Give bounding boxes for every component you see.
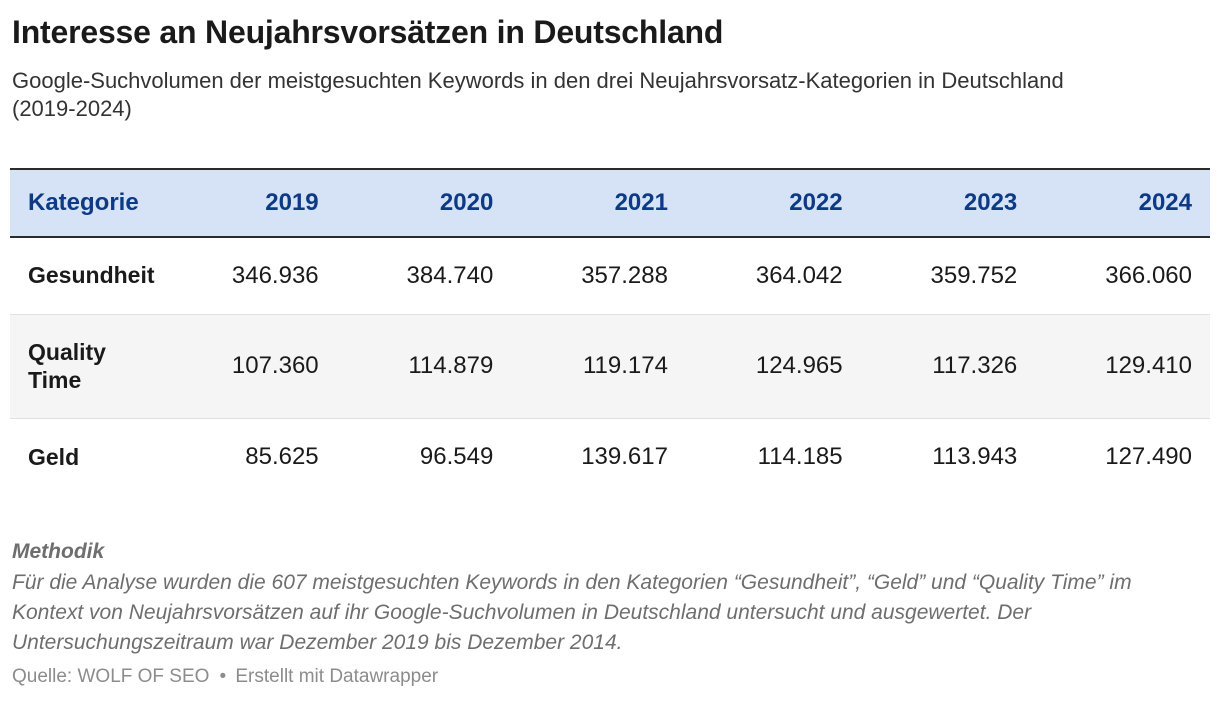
datawrapper-table-visualization: Interesse an Neujahrsvorsätzen in Deutsc…	[10, 14, 1210, 688]
cell-value: 114.879	[408, 352, 494, 380]
cell-value: 357.288	[581, 261, 668, 289]
cell-value: 346.936	[231, 261, 319, 289]
table-row-geld: Geld 85.625 96.549 139.617 114.185 113.9…	[10, 419, 1210, 496]
source-label: Quelle:	[12, 665, 73, 687]
column-header-kategorie: Kategorie	[10, 168, 162, 238]
column-header-2024: 2024	[1035, 168, 1210, 238]
page-title: Interesse an Neujahrsvorsätzen in Deutsc…	[12, 14, 724, 50]
footer-separator: •	[219, 665, 227, 687]
datawrapper-credit-link[interactable]: Erstellt mit Datawrapper	[235, 665, 439, 687]
table-row-gesundheit: Gesundheit 346.936 384.740 357.288 364.0…	[10, 237, 1210, 315]
cell-value: 366.060	[1105, 261, 1192, 289]
cell-value: 119.174	[582, 352, 668, 380]
cell-value: 364.042	[755, 261, 843, 289]
table-header-row: Kategorie 2019 2020 2021 2022 2023 2024	[10, 168, 1210, 238]
cell-value: 127.490	[1105, 443, 1192, 471]
column-header-2022: 2022	[685, 168, 861, 238]
methodology-heading: Methodik	[12, 540, 105, 564]
cell-value: 96.549	[419, 443, 494, 471]
cell-value: 85.625	[245, 443, 319, 471]
cell-value: 107.360	[231, 352, 319, 380]
methodology-note: Methodik Für die Analyse wurden die 607 …	[10, 537, 1190, 659]
row-label: Geld	[28, 443, 80, 470]
row-label: Gesundheit	[28, 262, 155, 289]
cell-value: 359.752	[930, 261, 1018, 289]
cell-value: 114.185	[757, 443, 843, 471]
column-header-2019: 2019	[162, 168, 337, 238]
attribution-footer: Quelle: WOLF OF SEO • Erstellt mit Datawr…	[10, 666, 1210, 688]
visualization-header: Interesse an Neujahrsvorsätzen in Deutsc…	[10, 14, 1210, 123]
cell-value: 113.943	[932, 443, 1018, 471]
cell-value: 384.740	[406, 261, 494, 289]
data-table: Kategorie 2019 2020 2021 2022 2023 2024 …	[10, 167, 1210, 496]
column-header-2020: 2020	[336, 168, 512, 238]
column-header-2021: 2021	[511, 168, 686, 238]
cell-value: 117.326	[932, 352, 1018, 380]
methodology-text: Für die Analyse wurden die 607 meistgesu…	[12, 570, 1132, 655]
source-link[interactable]: WOLF OF SEO	[77, 665, 210, 687]
cell-value: 129.410	[1105, 352, 1192, 380]
cell-value: 139.617	[581, 443, 668, 471]
page-subtitle: Google-Suchvolumen der meistgesuchten Ke…	[12, 67, 1064, 121]
column-header-2023: 2023	[860, 168, 1036, 238]
table-row-quality-time: Quality Time 107.360 114.879 119.174 124…	[10, 314, 1210, 419]
row-label: Quality Time	[28, 338, 106, 394]
cell-value: 124.965	[755, 352, 843, 380]
